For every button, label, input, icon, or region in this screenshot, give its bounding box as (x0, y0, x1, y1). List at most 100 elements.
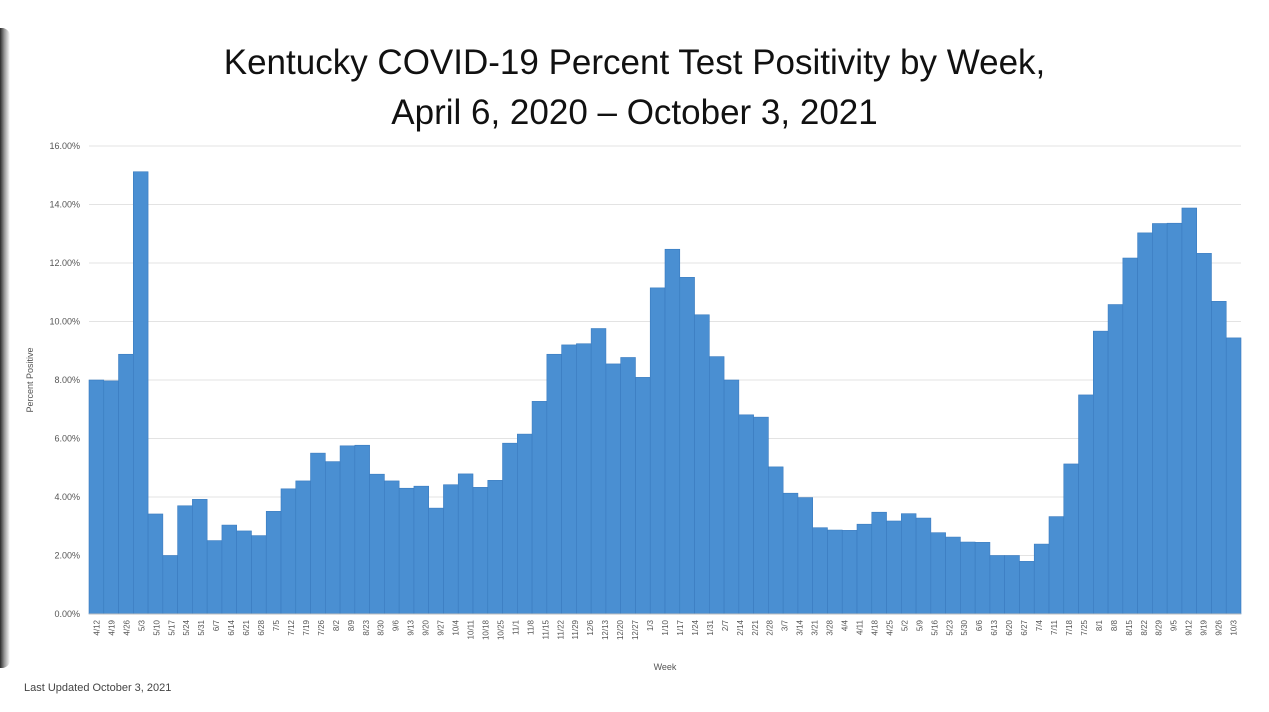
chart-title-line-2: April 6, 2020 – October 3, 2021 (391, 93, 878, 132)
x-tick-label: 12/6 (586, 619, 595, 635)
x-tick-label: 12/13 (601, 619, 610, 640)
bar-week-1-31 (709, 356, 725, 615)
x-tick-label: 9/12 (1185, 619, 1194, 635)
x-tick-label: 3/28 (826, 619, 835, 635)
bar-week-6-28 (251, 535, 267, 615)
bar-week-8-15 (1122, 257, 1138, 615)
x-tick-label: 3/7 (781, 619, 790, 631)
x-tick-label: 7/25 (1080, 619, 1089, 635)
bar-week-4-4 (841, 530, 858, 615)
bar-week-3-7 (782, 492, 799, 615)
bar-week-9-27 (443, 484, 459, 615)
bar-week-2-14 (738, 414, 754, 615)
bar-week-4-19 (103, 380, 119, 615)
x-tick-label: 11/8 (526, 619, 535, 635)
bar-week-5-17 (162, 555, 178, 615)
bar-week-12-20 (620, 357, 636, 615)
bar-week-12-6 (590, 328, 607, 615)
y-tick-label: 12.00% (49, 258, 80, 268)
x-tick-label: 1/3 (646, 619, 655, 631)
bar-week-7-26 (310, 452, 326, 615)
x-tick-label: 4/25 (885, 619, 894, 635)
x-tick-label: 4/26 (122, 619, 131, 635)
x-tick-label: 9/6 (392, 619, 401, 631)
bar-week-8-8 (1107, 304, 1124, 615)
x-tick-label: 2/7 (721, 619, 730, 631)
x-tick-label: 5/23 (945, 619, 954, 635)
x-tick-label: 7/19 (302, 619, 311, 635)
x-tick-label: 5/30 (960, 619, 969, 635)
bar-week-9-5 (1166, 222, 1183, 615)
x-tick-label: 10/4 (452, 619, 461, 635)
bar-week-9-12 (1181, 207, 1197, 615)
bar-week-11-15 (546, 353, 562, 615)
bar-week-8-1 (1093, 330, 1109, 615)
x-tick-label: 9/13 (407, 619, 416, 635)
bar-week-6-20 (1004, 555, 1020, 615)
x-axis-title: Week (654, 662, 677, 672)
bar-week-11-1 (517, 433, 533, 615)
x-tick-label: 5/10 (152, 619, 161, 635)
x-tick-label: 1/31 (706, 619, 715, 635)
x-tick-label: 10/25 (496, 619, 505, 640)
bar-week-8-29 (1152, 223, 1168, 615)
bar-week-5-2 (901, 513, 917, 615)
x-tick-label: 8/15 (1125, 619, 1134, 635)
x-tick-label: 6/13 (990, 619, 999, 635)
bar-week-6-13 (989, 555, 1005, 615)
bar-week-2-28 (768, 466, 784, 615)
bar-week-10-18 (487, 480, 503, 615)
y-axis-title: Percent Positive (25, 347, 35, 412)
bar-week-11-22 (561, 344, 577, 615)
bar-week-7-12 (280, 488, 297, 615)
x-tick-label: 9/26 (1215, 619, 1224, 635)
y-tick-label: 2.00% (54, 551, 80, 561)
bar-week-9-26 (1211, 301, 1227, 615)
x-tick-label: 4/12 (92, 619, 101, 635)
x-tick-label: 7/12 (287, 619, 296, 635)
chart-title-line-1: Kentucky COVID-19 Percent Test Positivit… (223, 43, 1046, 82)
x-tick-label: 11/29 (571, 619, 580, 639)
x-tick-label: 8/29 (1155, 619, 1164, 635)
x-tick-label: 5/2 (900, 619, 909, 631)
x-tick-label: 1/17 (676, 619, 685, 635)
x-tick-label: 9/19 (1200, 619, 1209, 635)
x-tick-label: 9/27 (437, 619, 446, 635)
x-tick-label: 3/21 (811, 619, 820, 635)
bar-week-4-12 (88, 379, 105, 615)
x-tick-label: 8/8 (1110, 619, 1119, 631)
bar-week-3-28 (827, 529, 843, 615)
bar-week-6-14 (221, 524, 237, 615)
last-updated-note: Last Updated October 3, 2021 (24, 682, 172, 694)
bar-week-5-3 (133, 171, 149, 615)
bar-week-10-25 (502, 442, 518, 615)
bar-week-3-21 (812, 527, 828, 615)
bar-week-8-23 (369, 473, 385, 615)
x-tick-label: 2/14 (736, 619, 745, 635)
y-tick-label: 0.00% (54, 609, 80, 619)
bar-week-7-11 (1048, 516, 1065, 615)
x-tick-label: 6/27 (1020, 619, 1029, 635)
bar-week-12-13 (605, 363, 621, 615)
x-tick-label: 7/5 (272, 619, 281, 631)
bar-week-3-14 (797, 497, 813, 615)
x-tick-label: 11/1 (511, 619, 520, 635)
x-tick-label: 1/24 (691, 619, 700, 635)
x-tick-label: 12/27 (631, 619, 640, 640)
bar-week-1-24 (694, 314, 710, 615)
x-tick-label: 5/16 (930, 619, 939, 635)
bar-week-7-18 (1063, 463, 1079, 615)
bar-week-7-19 (295, 480, 311, 615)
x-tick-label: 6/7 (212, 619, 221, 631)
bar-week-8-2 (325, 461, 341, 615)
x-tick-label: 6/20 (1005, 619, 1014, 635)
x-tick-label: 6/14 (227, 619, 236, 635)
bar-week-2-21 (753, 416, 769, 615)
bar-week-5-31 (192, 499, 208, 615)
x-tick-label: 9/20 (422, 619, 431, 635)
bar-week-6-21 (236, 530, 252, 615)
y-tick-label: 4.00% (54, 492, 80, 502)
x-tick-label: 7/26 (317, 619, 326, 635)
bar-week-1-3 (649, 287, 666, 615)
